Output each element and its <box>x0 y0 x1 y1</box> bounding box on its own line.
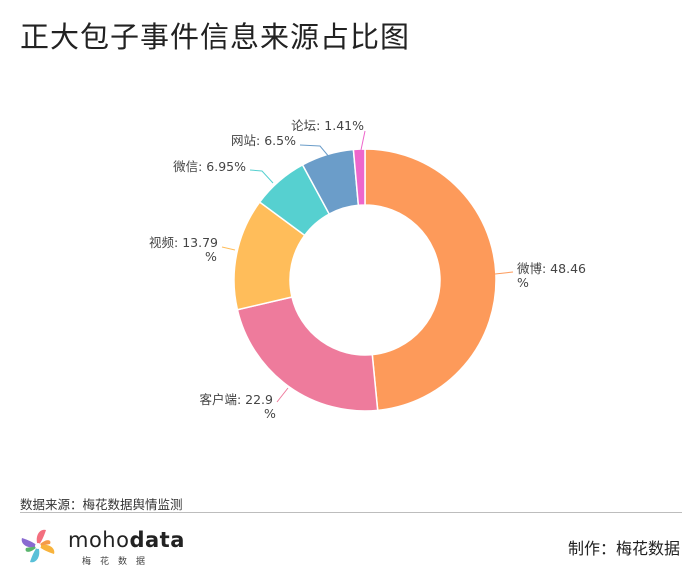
flower-logo-icon <box>21 529 55 563</box>
maker-credit: 制作：梅花数据 <box>567 539 680 558</box>
slice-label-1: 客户端: 22.9% <box>199 392 276 421</box>
leader-line-1 <box>276 387 289 403</box>
slice-1 <box>236 296 379 412</box>
leader-line-0 <box>494 271 514 275</box>
logo-wordmark: mohodata <box>68 528 185 552</box>
leader-line-4 <box>299 144 331 159</box>
data-source: 数据来源：梅花数据舆情监测 <box>20 497 183 512</box>
donut-chart: 微博: 48.46 % 客户端: 22.9 % 视频: 13.79 % 微信: 6.95% 网… <box>149 118 586 421</box>
logo-subtitle: 梅花数据 <box>82 557 155 567</box>
slice-label-5: 论坛: 1.41% <box>291 118 364 133</box>
logo-word-bold: data <box>129 528 185 552</box>
slice-0 <box>364 148 497 412</box>
mohodata-logo: mohodata 梅花数据 <box>18 524 188 568</box>
logo-word-light: moho <box>68 528 130 552</box>
slice-5 <box>352 148 366 207</box>
leader-line-2 <box>221 246 236 251</box>
slice-label-3: 微信: 6.95% <box>173 159 246 174</box>
footer-divider <box>20 512 682 513</box>
leader-line-3 <box>249 169 274 184</box>
slice-label-4: 网站: 6.5% <box>231 133 296 148</box>
chart-title: 正大包子事件信息来源占比图 <box>20 20 411 54</box>
slice-label-0: 微博: 48.46% <box>517 261 586 290</box>
slice-label-2: 视频: 13.79% <box>149 235 218 264</box>
leader-line-5 <box>360 130 366 151</box>
